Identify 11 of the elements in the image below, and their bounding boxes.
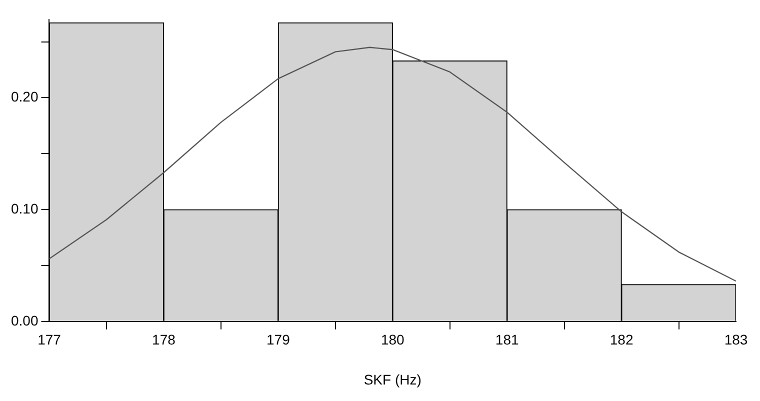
x-tick-label: 182 <box>610 332 634 348</box>
y-tick-label: 0.20 <box>11 88 38 105</box>
x-tick-label: 178 <box>152 332 176 348</box>
x-axis-title: SKF (Hz) <box>364 371 422 388</box>
x-tick-label: 181 <box>495 332 519 348</box>
x-tick-label: 179 <box>266 332 290 348</box>
x-tick-label: 177 <box>38 332 62 348</box>
x-tick-label: 180 <box>380 332 405 348</box>
x-tick-label: 183 <box>724 332 748 348</box>
y-tick-label: 0.10 <box>11 200 38 216</box>
y-tick-label: 0.00 <box>11 312 38 328</box>
